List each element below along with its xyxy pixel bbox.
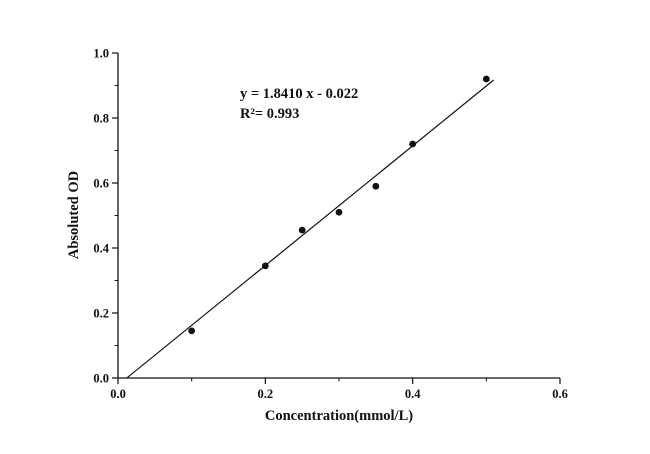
y-tick-label: 1.0 (93, 47, 109, 61)
x-tick-label: 0.0 (110, 387, 126, 401)
x-tick-label: 0.6 (552, 387, 568, 401)
fit-annotation: y = 1.8410 x - 0.022 R²= 0.993 (240, 84, 358, 124)
data-point (188, 327, 196, 335)
data-point (409, 140, 417, 148)
x-tick-label: 0.4 (405, 387, 421, 401)
fit-line (126, 79, 495, 379)
data-point (482, 75, 490, 83)
data-point (372, 182, 380, 190)
y-tick-label: 0.6 (93, 177, 109, 191)
y-tick-label: 0.2 (93, 307, 109, 321)
y-axis-label: Absoluted OD (66, 170, 82, 260)
y-tick-label: 0.0 (93, 372, 109, 386)
data-point (298, 226, 306, 234)
data-point (261, 262, 269, 270)
x-axis-label: Concentration(mmol/L) (264, 408, 414, 424)
fit-equation-text: y = 1.8410 x - 0.022 (240, 86, 359, 102)
data-point (335, 208, 343, 216)
fit-r-squared-text: R²= 0.993 (240, 106, 300, 122)
y-tick-label: 0.8 (93, 112, 109, 126)
y-tick-label: 0.4 (93, 242, 109, 256)
x-tick-label: 0.2 (258, 387, 274, 401)
